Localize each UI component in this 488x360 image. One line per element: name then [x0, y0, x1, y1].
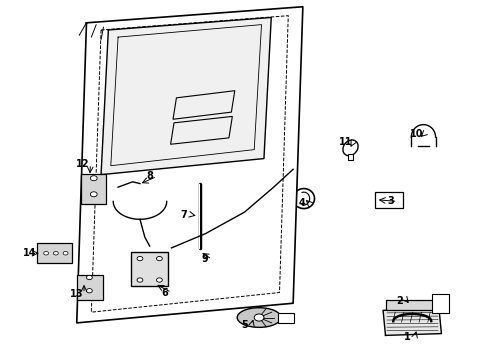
FancyBboxPatch shape [277, 312, 293, 323]
Circle shape [137, 278, 142, 282]
Polygon shape [101, 18, 271, 175]
FancyBboxPatch shape [374, 192, 403, 207]
Text: 10: 10 [409, 129, 423, 139]
FancyBboxPatch shape [385, 300, 435, 310]
Circle shape [137, 256, 142, 261]
FancyBboxPatch shape [347, 154, 353, 160]
Ellipse shape [237, 308, 281, 327]
Text: 2: 2 [396, 296, 403, 306]
Text: 6: 6 [161, 288, 167, 297]
FancyBboxPatch shape [37, 243, 72, 263]
Polygon shape [77, 7, 302, 323]
Circle shape [90, 176, 97, 181]
FancyBboxPatch shape [81, 174, 106, 204]
FancyBboxPatch shape [131, 252, 168, 287]
Text: 3: 3 [386, 197, 393, 206]
Text: 4: 4 [298, 198, 305, 208]
Circle shape [53, 251, 58, 255]
FancyBboxPatch shape [77, 275, 103, 300]
Text: 8: 8 [146, 171, 153, 181]
Text: 14: 14 [23, 248, 36, 258]
Circle shape [156, 278, 162, 282]
Ellipse shape [254, 314, 264, 321]
Text: 5: 5 [241, 320, 247, 330]
Text: 12: 12 [76, 159, 90, 169]
Text: 9: 9 [201, 254, 207, 264]
Text: 1: 1 [403, 332, 410, 342]
Circle shape [156, 256, 162, 261]
Circle shape [43, 251, 48, 255]
Polygon shape [382, 309, 441, 336]
Circle shape [90, 192, 97, 197]
Text: 13: 13 [70, 289, 83, 298]
Circle shape [63, 251, 68, 255]
Text: 11: 11 [338, 138, 352, 148]
Text: 7: 7 [180, 210, 187, 220]
Circle shape [86, 275, 92, 280]
Circle shape [86, 289, 92, 293]
FancyBboxPatch shape [431, 294, 448, 313]
